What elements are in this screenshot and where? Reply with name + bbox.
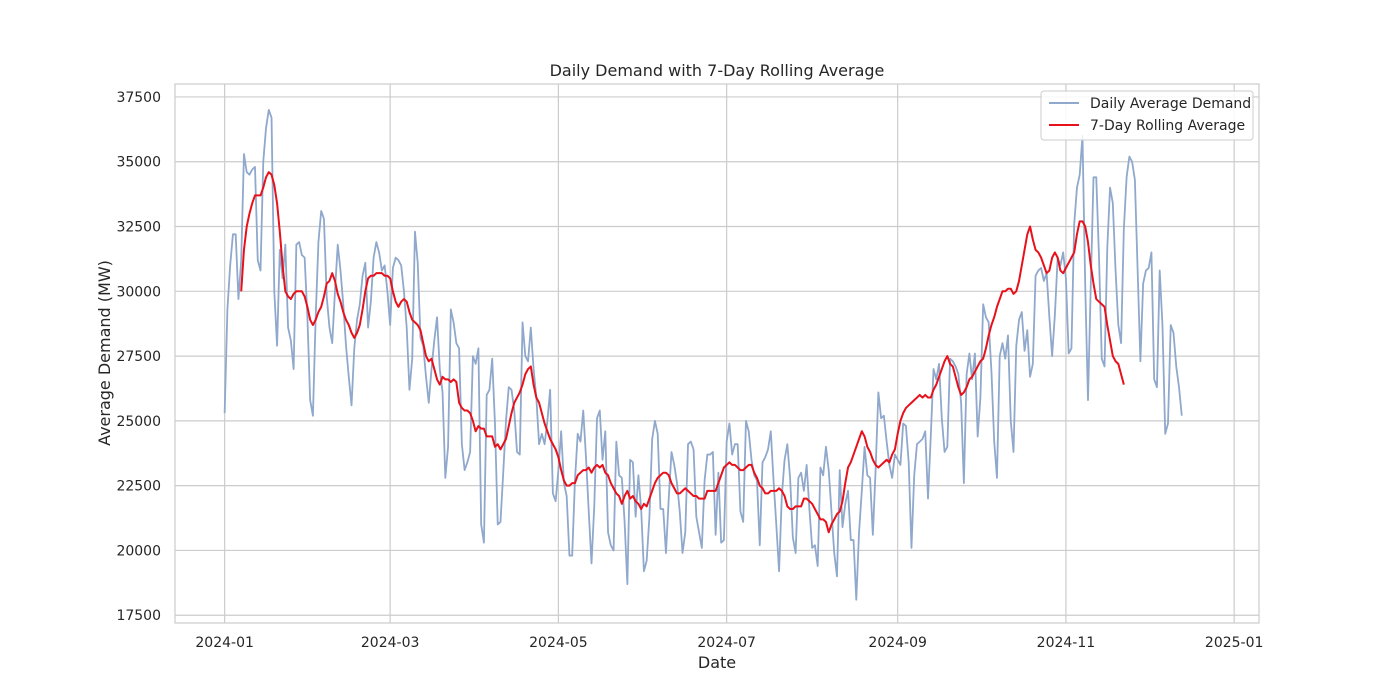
plot-area xyxy=(174,83,1260,624)
x-tick-label: 2024-03 xyxy=(361,635,420,651)
legend: Daily Average Demand 7-Day Rolling Avera… xyxy=(1040,90,1254,141)
y-tick-label: 35000 xyxy=(116,155,161,171)
x-tick-label: 2024-05 xyxy=(529,635,588,651)
x-tick-label: 2024-01 xyxy=(195,635,254,651)
chart-title: Daily Demand with 7-Day Rolling Average xyxy=(550,61,885,80)
x-axis-title: Date xyxy=(698,653,736,672)
series-layer xyxy=(223,109,1183,601)
x-tick-label: 2024-11 xyxy=(1037,635,1096,651)
rolling-average-line xyxy=(240,171,1125,534)
legend-box xyxy=(1040,90,1254,141)
x-tick-label: 2024-07 xyxy=(697,635,756,651)
y-tick-label: 22500 xyxy=(116,479,161,495)
legend-label-daily: Daily Average Demand xyxy=(1090,96,1251,112)
y-tick-label: 20000 xyxy=(116,543,161,559)
x-tick-label: 2025-01 xyxy=(1205,635,1264,651)
daily-demand-line xyxy=(223,109,1183,601)
y-tick-label: 37500 xyxy=(116,90,161,106)
y-tick-label: 27500 xyxy=(116,349,161,365)
legend-label-rolling: 7-Day Rolling Average xyxy=(1090,118,1245,134)
y-axis-title: Average Demand (MW) xyxy=(95,260,114,446)
y-tick-label: 17500 xyxy=(116,608,161,624)
y-tick-label: 30000 xyxy=(116,284,161,300)
y-tick-label: 25000 xyxy=(116,414,161,430)
y-tick-label: 32500 xyxy=(116,220,161,236)
x-tick-label: 2024-09 xyxy=(868,635,927,651)
axis-ticks: 2024-01 2024-03 2024-05 2024-07 2024-09 2024-… xyxy=(116,90,1263,651)
